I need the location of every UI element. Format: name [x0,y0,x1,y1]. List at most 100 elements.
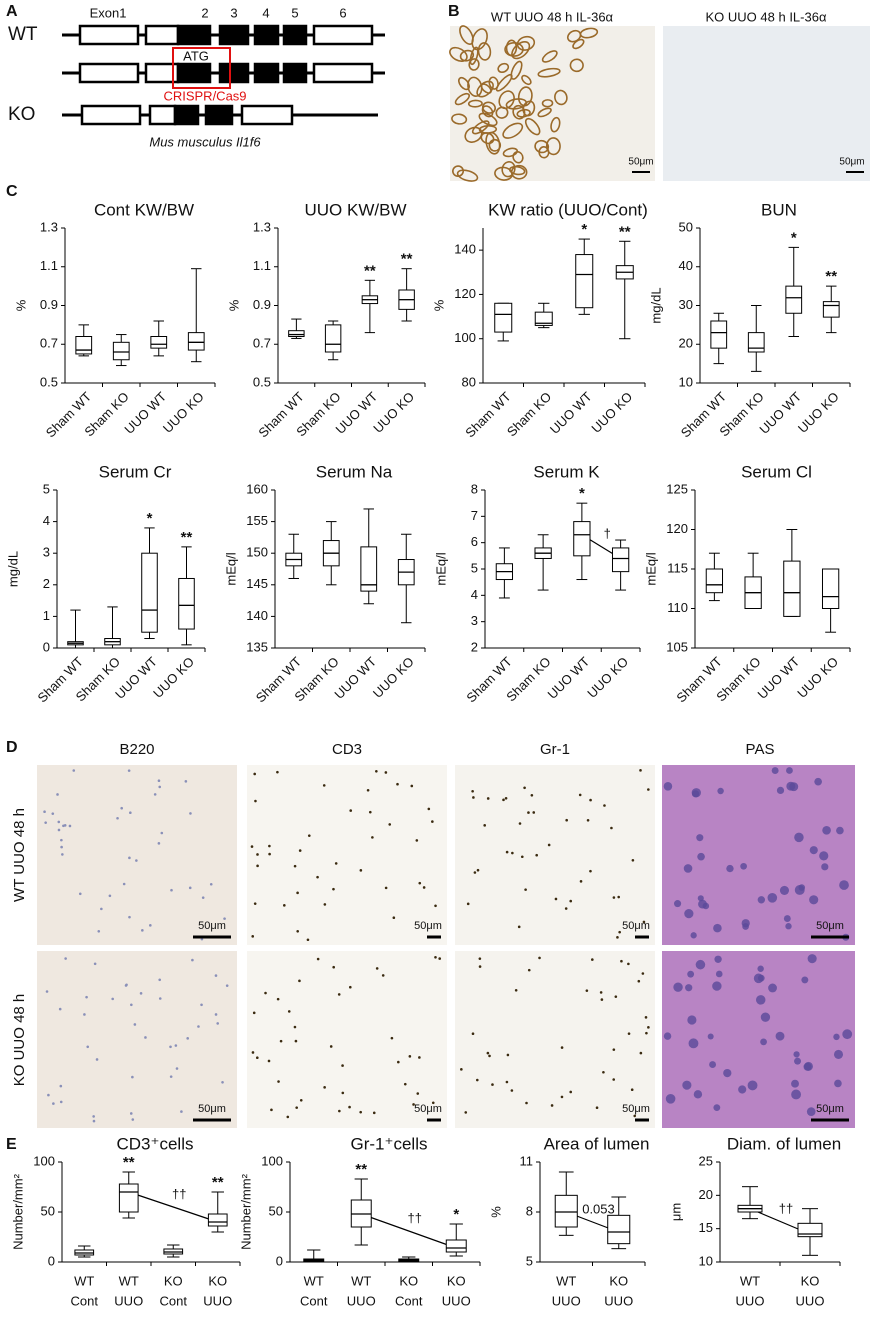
cell [384,771,388,774]
box [705,568,724,594]
y-tick-label: 50 [41,1203,55,1218]
cell [525,1101,528,1105]
cell [505,850,509,854]
scale-label: 50μm [816,920,844,932]
row-label: KO [8,104,35,125]
tubule [545,137,561,156]
cell [506,1053,510,1057]
cell [322,784,326,787]
cell [169,1045,172,1049]
y-axis-label: % [431,299,446,311]
cell [295,1106,298,1109]
cell [337,993,341,996]
y-tick-label: 125 [666,481,688,496]
cell [560,1095,564,1099]
x-tick-label: Cont [160,1293,188,1308]
cell [128,915,131,919]
micrographs: 50μm 50μm 50μm 50μm 50μm 50μm 50μm 50μm [37,765,855,1128]
tubule [467,99,483,108]
chart-title: UUO KW/BW [305,200,407,219]
cell [486,797,490,800]
box [575,254,594,309]
cell [61,853,64,856]
tubule [537,67,561,78]
cell [127,769,131,772]
tubule [485,131,501,155]
cell [157,779,161,783]
chart-title: KW ratio (UUO/Cont) [488,200,648,219]
nucleus [738,1085,747,1094]
cell [599,991,603,994]
nucleus [747,1080,758,1091]
nucleus [786,767,793,774]
nucleus [807,954,817,964]
cell [57,828,61,832]
x-tick-label: WT [74,1273,94,1288]
y-tick-label: 110 [667,600,688,615]
cell [85,995,88,999]
cell [264,991,267,995]
cell [514,989,518,992]
exon-label: 4 [262,5,269,20]
y-axis-label: mEq/l [223,552,238,585]
y-tick-label: 120 [454,286,476,301]
exon [144,24,180,46]
x-tick-label: Cont [71,1293,99,1308]
micrograph [37,951,237,1128]
nucleus [707,1033,714,1040]
cell [276,997,280,1001]
y-tick-label: 10 [699,1253,713,1268]
cell [418,881,422,885]
tubule [459,49,475,62]
cell [201,896,205,899]
y-axis-label: mEq/l [433,552,448,585]
tubule [512,104,526,120]
tubule [467,76,483,97]
box [554,1194,578,1228]
significance: * [453,1206,459,1223]
tubule [502,122,524,139]
cell [475,1078,479,1082]
cell [200,1003,203,1007]
exon-label: 5 [291,5,298,20]
cell [97,930,101,933]
tubule [541,50,558,63]
nucleus [839,880,849,890]
cell [466,902,470,906]
y-tick-label: 2 [471,639,478,654]
nucleus [674,900,682,908]
tubule [464,126,483,143]
nucleus [806,1107,816,1116]
cell [78,892,82,896]
chart-title: Cont KW/BW [94,200,194,219]
row-label: WT [8,24,38,45]
cell [591,958,594,961]
cell [316,957,320,961]
box [324,324,342,353]
nucleus [697,852,705,861]
cell [427,807,431,811]
nucleus [717,787,724,795]
y-axis-label: % [488,1206,503,1218]
nucleus [696,834,704,842]
chart-title: Serum Cl [741,462,812,481]
y-tick-label: 105 [666,639,688,654]
tubule [469,46,479,66]
x-tick-label: KO [801,1273,820,1288]
exon [176,62,212,84]
cell [329,1045,333,1048]
row-label: KO UUO 48 h [11,994,28,1087]
cell [296,891,299,895]
significance: ** [619,223,631,240]
significance: ** [401,251,413,268]
y-tick-label: 100 [454,330,476,345]
cell [52,1102,55,1105]
cell [44,821,47,824]
box [611,547,630,573]
x-tick-label: UUO KO [795,389,842,436]
nucleus [819,851,829,861]
cell [617,895,620,899]
y-tick-label: 11 [520,1153,534,1168]
tubule [522,100,536,117]
comparison-label: †† [408,1210,422,1225]
